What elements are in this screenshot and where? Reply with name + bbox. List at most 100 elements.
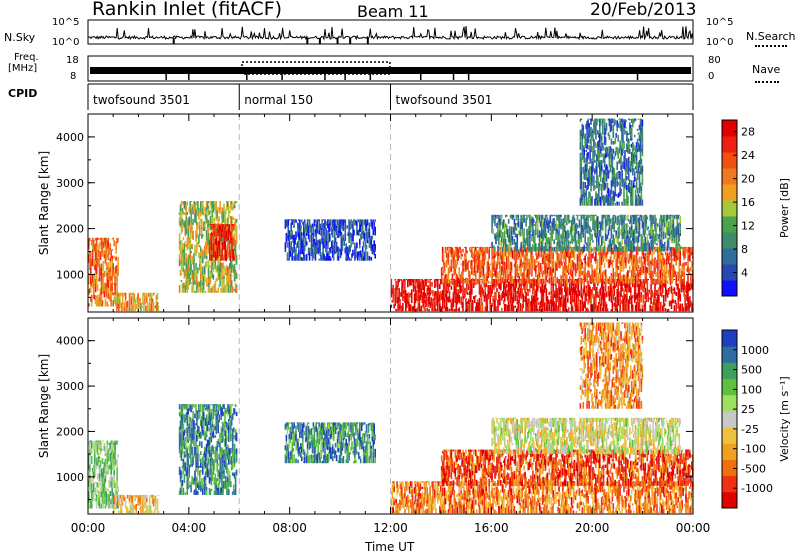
echo-cell (601, 274, 604, 284)
echo-cell (608, 239, 611, 246)
echo-cell (641, 266, 644, 276)
echo-cell (514, 245, 517, 252)
echo-cell (290, 241, 292, 247)
echo-cell (623, 260, 625, 269)
echo-cell (494, 300, 496, 303)
echo-cell (421, 293, 424, 297)
echo-cell (610, 224, 613, 234)
echo-cell (572, 286, 575, 293)
echo-cell (439, 283, 441, 290)
echo-cell (684, 255, 686, 259)
echo-cell (659, 271, 661, 274)
echo-cell (465, 246, 467, 250)
echo-cell (635, 179, 638, 183)
echo-cell (341, 219, 344, 221)
echo-cell (442, 251, 445, 261)
echo-cell (554, 272, 556, 279)
echo-cell (340, 232, 343, 235)
echo-cell (335, 225, 338, 229)
echo-cell (182, 249, 185, 254)
echo-cell (462, 271, 464, 275)
echo-cell (583, 223, 585, 231)
echo-cell (459, 274, 461, 281)
echo-cell (328, 232, 330, 236)
echo-cell (623, 189, 625, 198)
echo-cell (118, 293, 120, 297)
echo-cell (225, 208, 227, 212)
echo-cell (222, 230, 225, 237)
echo-cell (93, 245, 96, 251)
echo-cell (453, 261, 456, 267)
echo-cell (330, 249, 332, 254)
echo-cell (397, 297, 399, 305)
echo-cell (667, 291, 670, 295)
echo-cell (211, 262, 214, 270)
echo-cell (118, 292, 120, 294)
echo-cell (662, 276, 664, 284)
echo-cell (609, 119, 612, 127)
echo-cell (606, 151, 609, 157)
echo-cell (649, 233, 651, 240)
echo-cell (228, 224, 230, 233)
echo-cell (509, 237, 512, 247)
echo-cell (529, 230, 531, 239)
echo-cell (620, 118, 622, 123)
echo-cell (545, 214, 548, 218)
echo-cell (671, 292, 674, 300)
echo-cell (442, 290, 445, 300)
echo-cell (615, 177, 617, 180)
echo-cell (652, 215, 654, 221)
echo-cell (677, 228, 680, 238)
echo-cell (662, 269, 665, 277)
echo-cell (505, 244, 508, 249)
echo-cell (644, 261, 647, 269)
echo-cell (322, 246, 324, 253)
echo-cell (311, 244, 314, 249)
echo-cell (144, 292, 146, 297)
echo-cell (579, 135, 582, 142)
echo-cell (478, 246, 481, 254)
echo-cell (203, 274, 206, 282)
echo-cell (200, 273, 202, 280)
echo-cell (478, 266, 481, 272)
echo-cell (191, 246, 193, 250)
echo-cell (203, 224, 206, 227)
echo-cell (534, 223, 536, 226)
echo-cell (443, 297, 446, 305)
echo-cell (644, 276, 647, 284)
echo-cell (228, 205, 230, 215)
echo-cell (503, 303, 506, 312)
echo-cell (189, 245, 191, 251)
echo-cell (528, 275, 530, 282)
echo-cell (550, 296, 553, 301)
echo-cell (107, 240, 110, 248)
echo-cell (558, 265, 560, 269)
echo-cell (538, 214, 541, 221)
echo-cell (466, 250, 468, 254)
echo-cell (588, 225, 590, 235)
echo-cell (333, 234, 336, 239)
echo-cell (562, 271, 564, 278)
echo-cell (603, 245, 606, 252)
echo-cell (331, 250, 334, 258)
echo-cell (608, 218, 611, 227)
echo-cell (106, 301, 109, 307)
echo-cell (200, 247, 202, 252)
echo-cell (316, 245, 319, 253)
echo-cell (482, 292, 485, 297)
echo-cell (484, 246, 487, 249)
beam-label: Beam 11 (357, 2, 429, 21)
echo-cell (571, 249, 574, 254)
echo-cell (125, 302, 128, 312)
echo-cell (551, 247, 553, 252)
echo-cell (635, 226, 638, 231)
echo-cell (191, 272, 193, 280)
echo-cell (494, 302, 496, 305)
echo-cell (681, 264, 683, 267)
echo-cell (592, 151, 594, 160)
echo-cell (565, 230, 567, 239)
echo-cell (350, 239, 352, 243)
echo-cell (221, 207, 223, 211)
echo-cell (206, 237, 209, 246)
echo-cell (673, 256, 676, 262)
